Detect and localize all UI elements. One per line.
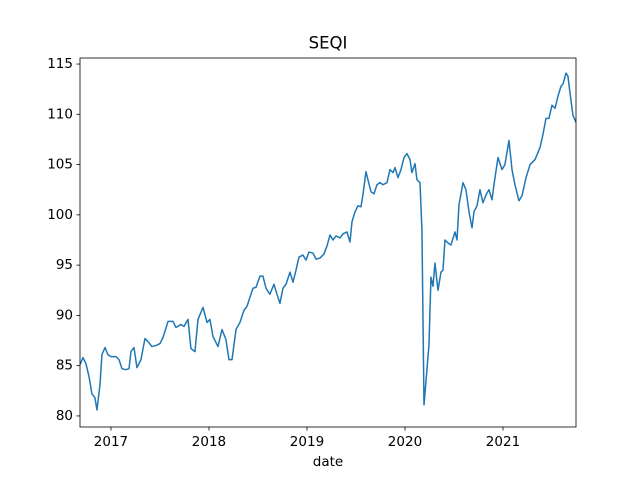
x-tick-label: 2018	[192, 434, 226, 450]
y-tick-label: 100	[47, 207, 73, 223]
y-tick-label: 110	[47, 106, 73, 122]
y-tick-label: 95	[56, 257, 73, 273]
y-tick-label: 105	[47, 157, 73, 173]
x-tick-label: 2020	[388, 434, 422, 450]
x-tick-label: 2021	[486, 434, 520, 450]
y-tick-label: 90	[56, 307, 73, 323]
x-tick-label: 2019	[290, 434, 324, 450]
y-tick-label: 85	[56, 358, 73, 374]
x-tick-label: 2017	[94, 434, 128, 450]
chart-title: SEQI	[309, 34, 348, 53]
plot-area	[80, 72, 576, 411]
data-line	[80, 72, 576, 411]
x-axis-label: date	[313, 454, 343, 470]
y-tick-label: 115	[47, 56, 73, 72]
y-tick-label: 80	[56, 408, 73, 424]
axes-frame	[79, 57, 577, 428]
